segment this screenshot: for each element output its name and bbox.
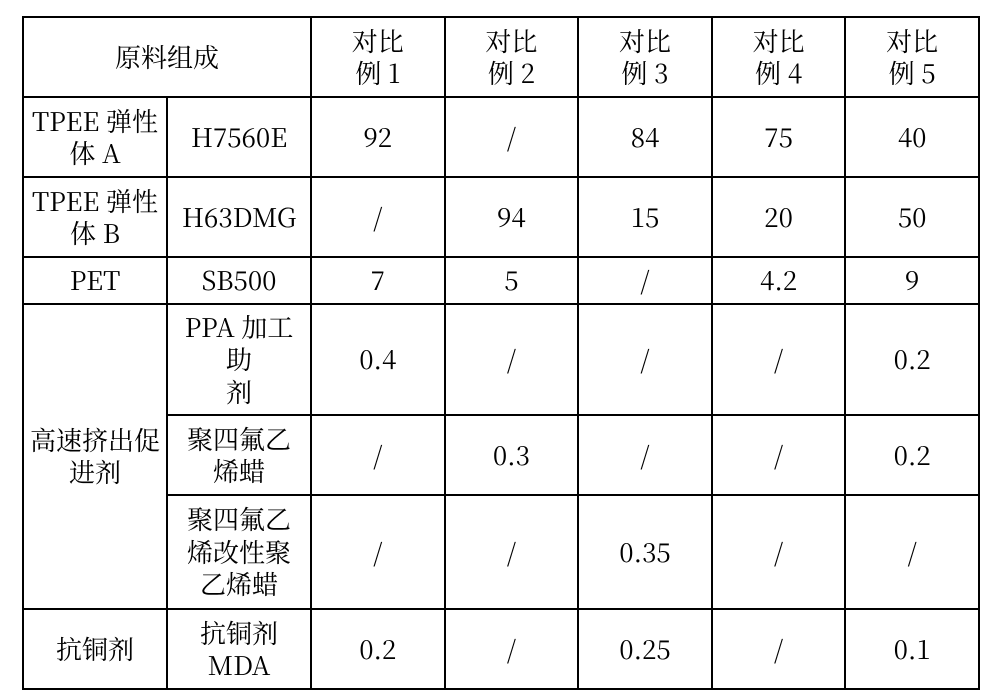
cell: 0.35 [578,495,712,609]
col-header-4-l2: 例 4 [755,54,802,91]
row1-group-l1: TPEE 弹性 [32,182,158,219]
col-header-5-l2: 例 5 [889,54,936,91]
table-row: 聚四氟乙 烯改性聚 乙烯蜡 / / 0.35 / / [23,495,979,609]
row1-group: TPEE 弹性 体 B [23,177,167,257]
row6-sub-l1: 抗铜剂 [200,614,278,651]
cell: 0.1 [845,609,979,689]
col-header-4: 对比 例 4 [712,17,846,97]
col-header-2-l1: 对比 [485,22,537,59]
cell: / [578,304,712,416]
cell: / [445,97,579,177]
table-row: 抗铜剂 抗铜剂 MDA 0.2 / 0.25 / 0.1 [23,609,979,689]
row2-group: PET [23,257,167,304]
cell: 0.2 [311,609,445,689]
col-header-1: 对比 例 1 [311,17,445,97]
cell: 15 [578,177,712,257]
cell: 4.2 [712,257,846,304]
row0-group-l1: TPEE 弹性 [32,102,158,139]
cell: / [712,415,846,495]
col-header-3-l2: 例 3 [621,54,668,91]
table-row: 高速挤出促 进剂 PPA 加工助 剂 0.4 / / / 0.2 [23,304,979,416]
cell: / [712,495,846,609]
cell: 0.4 [311,304,445,416]
cell: 9 [845,257,979,304]
table-row: TPEE 弹性 体 A H7560E 92 / 84 75 40 [23,97,979,177]
cell: / [311,415,445,495]
row6-sub-l2: MDA [208,646,271,683]
row4-sub: 聚四氟乙 烯蜡 [167,415,311,495]
cell: 5 [445,257,579,304]
row1-group-l2: 体 B [70,214,120,251]
col-header-1-l2: 例 1 [355,54,400,91]
col-header-3-l1: 对比 [619,22,671,59]
cell: 40 [845,97,979,177]
col-header-2: 对比 例 2 [445,17,579,97]
row4-sub-l2: 烯蜡 [213,452,265,489]
row3-sub: PPA 加工助 剂 [167,304,311,416]
row5-sub: 聚四氟乙 烯改性聚 乙烯蜡 [167,495,311,609]
row3-5-group: 高速挤出促 进剂 [23,304,167,610]
cell: 92 [311,97,445,177]
table-row: PET SB500 7 5 / 4.2 9 [23,257,979,304]
table-page: { "table": { "type": "table", "border_co… [0,0,1000,673]
row5-sub-l1: 聚四氟乙 [187,500,291,537]
row5-sub-l2: 烯改性聚 [187,533,291,570]
row0-group-l2: 体 A [69,134,120,171]
table-row: 聚四氟乙 烯蜡 / 0.3 / / 0.2 [23,415,979,495]
col-header-5: 对比 例 5 [845,17,979,97]
cell: 50 [845,177,979,257]
cell: / [445,304,579,416]
row4-sub-l1: 聚四氟乙 [187,420,291,457]
cell: 0.2 [845,415,979,495]
row1-sub: H63DMG [167,177,311,257]
col-header-1-l1: 对比 [352,22,404,59]
cell: / [578,257,712,304]
row5-sub-l3: 乙烯蜡 [200,565,278,602]
cell: / [845,495,979,609]
col-header-2-l2: 例 2 [488,54,535,91]
row2-sub: SB500 [167,257,311,304]
cell: 94 [445,177,579,257]
extruder-group-l2: 进剂 [69,453,121,490]
cell: 84 [578,97,712,177]
cell: / [311,495,445,609]
cell: / [445,495,579,609]
col-header-5-l1: 对比 [886,22,938,59]
cell: / [712,609,846,689]
row0-sub: H7560E [167,97,311,177]
cell: / [311,177,445,257]
header-left: 原料组成 [23,17,311,97]
cell: 0.3 [445,415,579,495]
extruder-group-l1: 高速挤出促 [30,421,160,458]
row3-sub-l2: 剂 [226,373,252,410]
cell: 0.25 [578,609,712,689]
table-header-row: 原料组成 对比 例 1 对比 例 2 对比 例 3 对比 例 4 对比 例 5 [23,17,979,97]
row3-sub-l1: PPA 加工助 [185,308,294,378]
cell: / [578,415,712,495]
cell: / [712,304,846,416]
row0-group: TPEE 弹性 体 A [23,97,167,177]
cell: 0.2 [845,304,979,416]
col-header-4-l1: 对比 [753,22,805,59]
row6-sub: 抗铜剂 MDA [167,609,311,689]
table-row: TPEE 弹性 体 B H63DMG / 94 15 20 50 [23,177,979,257]
col-header-3: 对比 例 3 [578,17,712,97]
cell: 75 [712,97,846,177]
row6-group: 抗铜剂 [23,609,167,689]
cell: 20 [712,177,846,257]
composition-table: 原料组成 对比 例 1 对比 例 2 对比 例 3 对比 例 4 对比 例 5 … [22,16,980,690]
cell: 7 [311,257,445,304]
cell: / [445,609,579,689]
